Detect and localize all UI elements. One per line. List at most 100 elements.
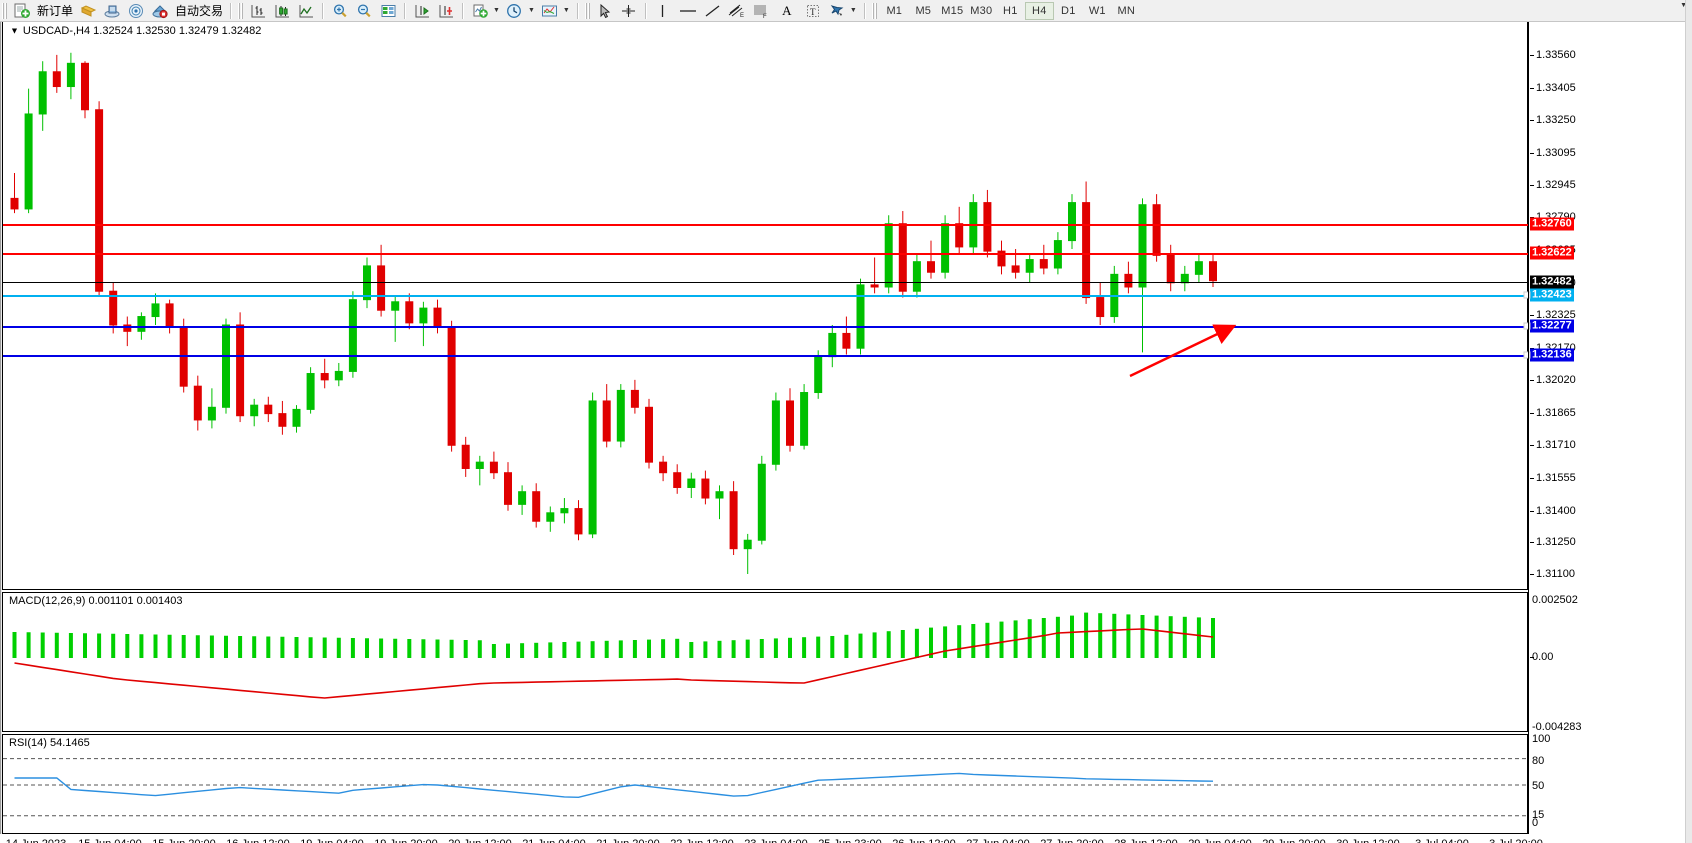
line-drag-handle[interactable]: [1523, 291, 1531, 299]
terminal-button[interactable]: [100, 1, 124, 21]
price-tick: [1530, 510, 1534, 512]
expert-advisors-button[interactable]: [76, 1, 100, 21]
timeframe-m5[interactable]: M5: [915, 4, 932, 17]
chart-left-scrollbar[interactable]: [0, 22, 2, 843]
price-level-line-support[interactable]: [3, 325, 1529, 328]
price-level-line-bid[interactable]: [3, 294, 1529, 297]
candle-body: [983, 202, 992, 252]
timeframe-h4[interactable]: H4: [1024, 1, 1054, 20]
price-level-line-support[interactable]: [3, 355, 1529, 358]
price-level-tag[interactable]: 1.32760: [1530, 217, 1574, 231]
price-level-tag[interactable]: 1.32423: [1530, 288, 1574, 302]
macd-histogram-bar: [858, 633, 863, 658]
macd-histogram-bar: [689, 642, 694, 658]
price-level-tag[interactable]: 1.32277: [1530, 319, 1574, 333]
horizontal-line-tool[interactable]: [675, 1, 701, 21]
toolbar-overflow-caret[interactable]: ▼: [1680, 2, 1687, 9]
timeframe-w1[interactable]: W1: [1088, 4, 1106, 17]
rsi-pane[interactable]: RSI(14) 54.1465: [2, 734, 1528, 834]
candle-body: [334, 370, 343, 381]
macd-pane[interactable]: MACD(12,26,9) 0.001101 0.001403: [2, 592, 1528, 732]
new-order-button[interactable]: [10, 1, 34, 21]
candle-body: [757, 463, 766, 541]
price-level-line-ask[interactable]: [3, 282, 1529, 284]
candle-body: [870, 284, 879, 288]
add-indicator-icon: [473, 4, 488, 18]
line-drag-handle[interactable]: [1523, 322, 1531, 330]
macd-histogram-bar: [788, 637, 792, 658]
timeframe-mn[interactable]: MN: [1117, 4, 1136, 17]
price-level-line-resistance[interactable]: [3, 252, 1529, 255]
periods-dropdown-caret[interactable]: ▼: [527, 7, 535, 14]
time-axis-label: 16 Jun 12:00: [226, 838, 290, 843]
line-drag-handle[interactable]: [1523, 351, 1531, 359]
candle-body: [1011, 265, 1020, 273]
chart-shift-button[interactable]: [434, 1, 458, 21]
candle-body: [941, 223, 950, 273]
chart-area[interactable]: ▼ USDCAD-,H4 1.32524 1.32530 1.32479 1.32…: [0, 22, 1692, 843]
time-axis-label: 15 Jun 04:00: [78, 838, 142, 843]
price-level-tag[interactable]: 1.32136: [1530, 348, 1574, 362]
price-level-line-resistance[interactable]: [3, 223, 1529, 226]
candle-body: [616, 389, 625, 442]
add-indicator-button[interactable]: [468, 1, 492, 21]
time-axis-label: 29 Jun 20:00: [1262, 838, 1326, 843]
toolbar-grip-3[interactable]: [584, 2, 590, 19]
timeframe-m15[interactable]: M15: [941, 4, 964, 17]
symbol-header: ▼ USDCAD-,H4 1.32524 1.32530 1.32479 1.32…: [9, 25, 261, 37]
new-order-label[interactable]: 新订单: [37, 4, 74, 18]
indicator-dropdown-caret[interactable]: ▼: [493, 7, 500, 14]
chart-menu-caret[interactable]: ▼: [10, 26, 19, 36]
price-level-tag[interactable]: 1.32482: [1530, 275, 1574, 289]
terminal-icon: [104, 5, 120, 17]
arrows-tool[interactable]: [825, 1, 849, 21]
crosshair-tool[interactable]: [617, 1, 641, 21]
candle-body: [447, 326, 456, 446]
templates-dropdown-caret[interactable]: ▼: [562, 7, 570, 14]
arrows-dropdown-caret[interactable]: ▼: [849, 7, 857, 14]
macd-histogram-bar: [435, 639, 440, 658]
tile-windows-button[interactable]: [376, 1, 400, 21]
timeframe-d1[interactable]: D1: [1061, 4, 1076, 17]
periods-button[interactable]: [503, 1, 527, 21]
cursor-tool[interactable]: [593, 1, 617, 21]
market-watch-button[interactable]: [124, 1, 148, 21]
candle-body: [222, 324, 230, 408]
timeframe-m30[interactable]: M30: [970, 4, 993, 17]
candle-body: [24, 113, 33, 210]
macd-histogram-bar: [224, 635, 228, 658]
macd-histogram-bar: [40, 632, 45, 658]
templates-button[interactable]: [538, 1, 562, 21]
price-tick: [1530, 574, 1534, 575]
price-pane[interactable]: ▼ USDCAD-,H4 1.32524 1.32530 1.32479 1.32…: [2, 22, 1528, 590]
timeframe-m1[interactable]: M1: [886, 4, 903, 17]
price-tick-label: 1.31250: [1536, 536, 1576, 549]
text-tool[interactable]: A: [782, 2, 792, 18]
channel-icon: E: [728, 4, 744, 19]
equidistant-channel-tool[interactable]: E: [725, 1, 749, 21]
macd-histogram-bar: [1027, 619, 1032, 658]
candlestick-chart-button[interactable]: [270, 1, 294, 21]
vertical-line-tool[interactable]: [651, 1, 675, 21]
fibonacci-tool[interactable]: F: [749, 1, 773, 21]
template-icon: [542, 5, 558, 16]
toolbar-grip-4[interactable]: [871, 2, 877, 19]
toolbar-overflow[interactable]: ▼: [1679, 2, 1690, 9]
toolbar-grip-2[interactable]: [238, 2, 244, 19]
auto-scroll-button[interactable]: [410, 1, 434, 21]
trendline-tool[interactable]: [701, 1, 725, 21]
line-chart-button[interactable]: [294, 1, 318, 21]
toolbar-grip[interactable]: [2, 2, 7, 19]
macd-histogram-bar: [872, 632, 877, 658]
text-label-tool[interactable]: T: [801, 1, 825, 21]
macd-histogram-bar: [167, 634, 172, 658]
right-scrollbar[interactable]: [1685, 0, 1692, 843]
candle-body: [828, 332, 837, 358]
autotrading-label[interactable]: 自动交易: [175, 4, 224, 18]
timeframe-h1[interactable]: H1: [1003, 4, 1018, 17]
zoom-out-button[interactable]: [352, 1, 376, 21]
price-level-tag[interactable]: 1.32622: [1530, 246, 1574, 260]
bar-chart-button[interactable]: [246, 1, 270, 21]
zoom-in-button[interactable]: [328, 1, 352, 21]
autotrading-button[interactable]: [148, 1, 172, 21]
